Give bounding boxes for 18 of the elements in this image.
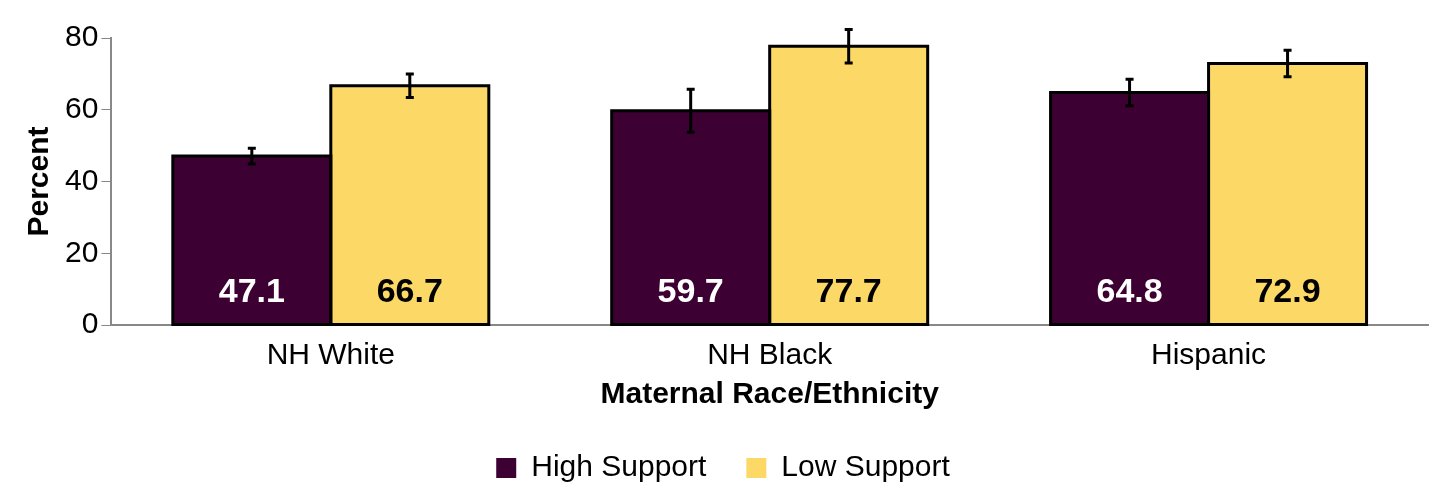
data-label: 72.9: [1254, 271, 1321, 310]
data-label: 47.1: [218, 271, 285, 310]
y-axis-title: Percent: [21, 126, 55, 237]
data-label: 64.8: [1096, 271, 1163, 310]
legend-label: Low Support: [781, 449, 951, 483]
data-label: 77.7: [815, 271, 882, 310]
data-label: 66.7: [376, 271, 443, 310]
x-tick-label: NH White: [266, 337, 395, 371]
legend-label: High Support: [531, 449, 707, 483]
x-axis-title: Maternal Race/Ethnicity: [600, 376, 940, 410]
x-tick-label: NH Black: [707, 337, 834, 371]
y-tick-label: 60: [64, 91, 99, 125]
y-tick-label: 0: [81, 306, 99, 340]
y-tick-label: 80: [64, 19, 99, 53]
x-tick-label: Hispanic: [1151, 337, 1267, 371]
data-label: 59.7: [657, 271, 724, 310]
y-tick-label: 20: [64, 234, 99, 268]
y-tick-label: 40: [64, 162, 99, 196]
